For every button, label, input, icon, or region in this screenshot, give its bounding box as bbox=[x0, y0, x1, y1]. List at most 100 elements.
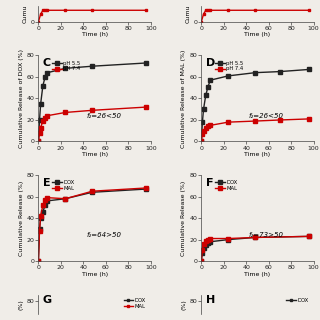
Line: DOX: DOX bbox=[199, 234, 311, 263]
Legend: DOX, MAL: DOX, MAL bbox=[124, 298, 146, 309]
Text: f₂=26<50: f₂=26<50 bbox=[249, 113, 284, 119]
pH 7.4 bbox=[253, 119, 257, 123]
Legend: DOX: DOX bbox=[286, 298, 309, 303]
pH 5.5 bbox=[226, 74, 230, 78]
Legend: DOX, MAL: DOX, MAL bbox=[52, 180, 75, 191]
DOX bbox=[41, 210, 45, 213]
MAL bbox=[43, 198, 47, 202]
Line: pH 7.4: pH 7.4 bbox=[36, 105, 148, 144]
DOX bbox=[202, 246, 205, 250]
pH 7.4 bbox=[90, 108, 94, 112]
pH 5.5 bbox=[43, 75, 47, 79]
Legend: pH 5.5, pH 7.4: pH 5.5, pH 7.4 bbox=[215, 61, 244, 71]
DOX bbox=[204, 243, 208, 247]
pH 5.5 bbox=[39, 102, 43, 106]
Y-axis label: (%): (%) bbox=[181, 299, 187, 309]
MAL bbox=[202, 242, 205, 246]
pH 7.4 bbox=[38, 131, 42, 135]
DOX bbox=[307, 235, 311, 238]
pH 7.4 bbox=[45, 114, 49, 118]
pH 7.4 bbox=[206, 124, 210, 128]
pH 5.5 bbox=[144, 61, 148, 65]
Y-axis label: Cumulative Release of MAL (%): Cumulative Release of MAL (%) bbox=[181, 49, 187, 148]
MAL bbox=[204, 239, 208, 243]
MAL bbox=[45, 196, 49, 200]
DOX bbox=[253, 236, 257, 239]
Text: f₂=64>50: f₂=64>50 bbox=[86, 232, 121, 238]
Y-axis label: Cumulative Release (%): Cumulative Release (%) bbox=[181, 180, 187, 256]
MAL bbox=[41, 203, 45, 207]
Y-axis label: Cumulative Release (%): Cumulative Release (%) bbox=[19, 180, 24, 256]
MAL bbox=[206, 238, 210, 242]
pH 5.5 bbox=[63, 67, 67, 70]
pH 7.4 bbox=[39, 125, 43, 129]
DOX bbox=[226, 238, 230, 242]
MAL bbox=[144, 186, 148, 190]
MAL bbox=[199, 259, 203, 263]
X-axis label: Time (h): Time (h) bbox=[244, 32, 270, 37]
X-axis label: Time (h): Time (h) bbox=[82, 32, 108, 37]
pH 7.4 bbox=[36, 140, 40, 143]
DOX bbox=[36, 259, 40, 263]
Line: MAL: MAL bbox=[199, 234, 311, 263]
Y-axis label: (%): (%) bbox=[19, 299, 24, 309]
X-axis label: Time (h): Time (h) bbox=[82, 152, 108, 157]
pH 7.4 bbox=[200, 132, 204, 136]
pH 5.5 bbox=[253, 71, 257, 75]
pH 5.5 bbox=[199, 140, 203, 143]
MAL bbox=[63, 197, 67, 201]
DOX bbox=[45, 199, 49, 203]
pH 7.4 bbox=[144, 105, 148, 109]
X-axis label: Time (h): Time (h) bbox=[82, 272, 108, 277]
Text: E: E bbox=[43, 178, 51, 188]
pH 5.5 bbox=[202, 107, 205, 111]
pH 5.5 bbox=[36, 140, 40, 143]
MAL bbox=[38, 229, 42, 233]
DOX bbox=[144, 187, 148, 191]
MAL bbox=[307, 235, 311, 238]
pH 5.5 bbox=[307, 68, 311, 71]
pH 7.4 bbox=[63, 110, 67, 114]
DOX bbox=[200, 251, 204, 254]
MAL bbox=[36, 259, 40, 263]
Text: f₂=26<50: f₂=26<50 bbox=[86, 113, 121, 119]
pH 7.4 bbox=[202, 129, 205, 133]
pH 7.4 bbox=[307, 117, 311, 121]
DOX bbox=[206, 241, 210, 245]
X-axis label: Time (h): Time (h) bbox=[244, 272, 270, 277]
Text: F: F bbox=[206, 178, 213, 188]
Y-axis label: Cumu: Cumu bbox=[23, 5, 28, 23]
pH 5.5 bbox=[41, 84, 45, 87]
pH 7.4 bbox=[278, 118, 282, 122]
Line: MAL: MAL bbox=[36, 186, 148, 263]
DOX bbox=[199, 259, 203, 263]
DOX bbox=[208, 240, 212, 244]
pH 5.5 bbox=[204, 93, 208, 97]
MAL bbox=[226, 236, 230, 240]
MAL bbox=[90, 189, 94, 193]
Text: D: D bbox=[206, 58, 215, 68]
Legend: pH 5.5, pH 7.4: pH 5.5, pH 7.4 bbox=[52, 61, 81, 71]
Legend: DOX, MAL: DOX, MAL bbox=[215, 180, 237, 191]
MAL bbox=[253, 236, 257, 239]
pH 5.5 bbox=[206, 85, 210, 89]
MAL bbox=[39, 214, 43, 218]
MAL bbox=[200, 248, 204, 252]
Line: pH 5.5: pH 5.5 bbox=[36, 61, 148, 144]
Line: pH 5.5: pH 5.5 bbox=[199, 67, 311, 144]
pH 5.5 bbox=[200, 120, 204, 124]
pH 5.5 bbox=[90, 64, 94, 68]
pH 5.5 bbox=[38, 118, 42, 122]
Line: DOX: DOX bbox=[36, 187, 148, 263]
Y-axis label: Cumulative Release of DOX (%): Cumulative Release of DOX (%) bbox=[19, 49, 24, 148]
pH 5.5 bbox=[45, 71, 49, 75]
Text: C: C bbox=[43, 58, 51, 68]
Y-axis label: Cumu: Cumu bbox=[186, 5, 190, 23]
DOX bbox=[39, 216, 43, 220]
Text: H: H bbox=[206, 295, 215, 305]
pH 7.4 bbox=[204, 125, 208, 129]
pH 5.5 bbox=[278, 70, 282, 74]
MAL bbox=[208, 236, 212, 240]
pH 7.4 bbox=[226, 120, 230, 124]
DOX bbox=[63, 197, 67, 201]
